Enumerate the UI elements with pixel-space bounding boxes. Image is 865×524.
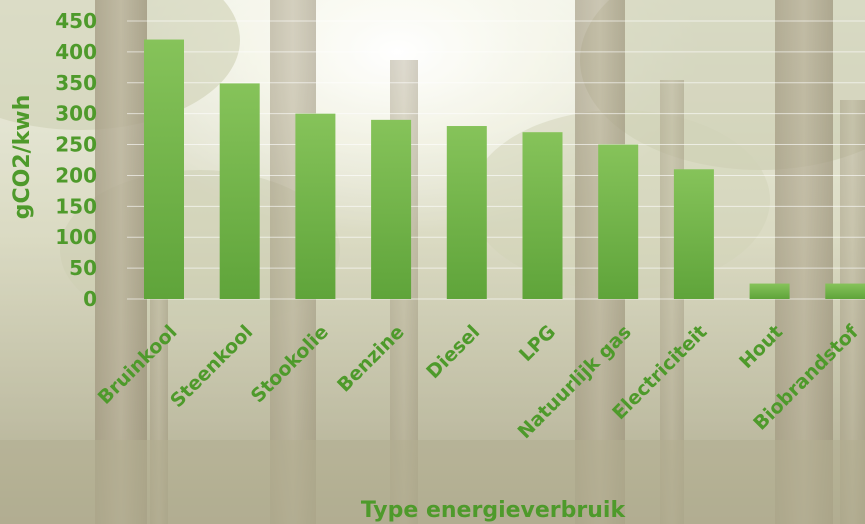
y-tick-label: 350 (55, 71, 97, 95)
bar (371, 119, 412, 299)
x-category-label: Steenkool (166, 321, 257, 412)
y-tick-label: 200 (55, 163, 97, 187)
bar (295, 113, 336, 300)
bars (144, 39, 865, 300)
bar (825, 283, 865, 299)
bar (446, 126, 487, 300)
bar (598, 144, 639, 299)
y-tick-label: 400 (55, 40, 97, 64)
x-category-label: Diesel (422, 321, 484, 383)
bar (673, 169, 714, 299)
x-category-label: LPG (515, 321, 560, 366)
bar (219, 83, 260, 299)
bar (522, 132, 563, 299)
y-tick-label: 250 (55, 133, 97, 157)
bar (749, 283, 790, 299)
bar (144, 39, 184, 300)
y-axis-ticks: 0 50 100 150 200 250 300 350 400 450 (55, 9, 97, 311)
x-category-label: Stookolie (247, 321, 333, 407)
y-tick-label: 150 (55, 194, 97, 218)
y-tick-label: 50 (69, 256, 97, 280)
y-tick-label: 100 (55, 225, 97, 249)
y-axis-title: gCO2/kwh (10, 95, 35, 220)
x-axis-title: Type energieverbruik (361, 498, 627, 523)
x-category-label: Hout (735, 321, 787, 373)
y-tick-label: 300 (55, 102, 97, 126)
x-category-label: Benzine (333, 321, 409, 397)
y-tick-label: 450 (55, 9, 97, 33)
y-tick-label: 0 (83, 287, 97, 311)
